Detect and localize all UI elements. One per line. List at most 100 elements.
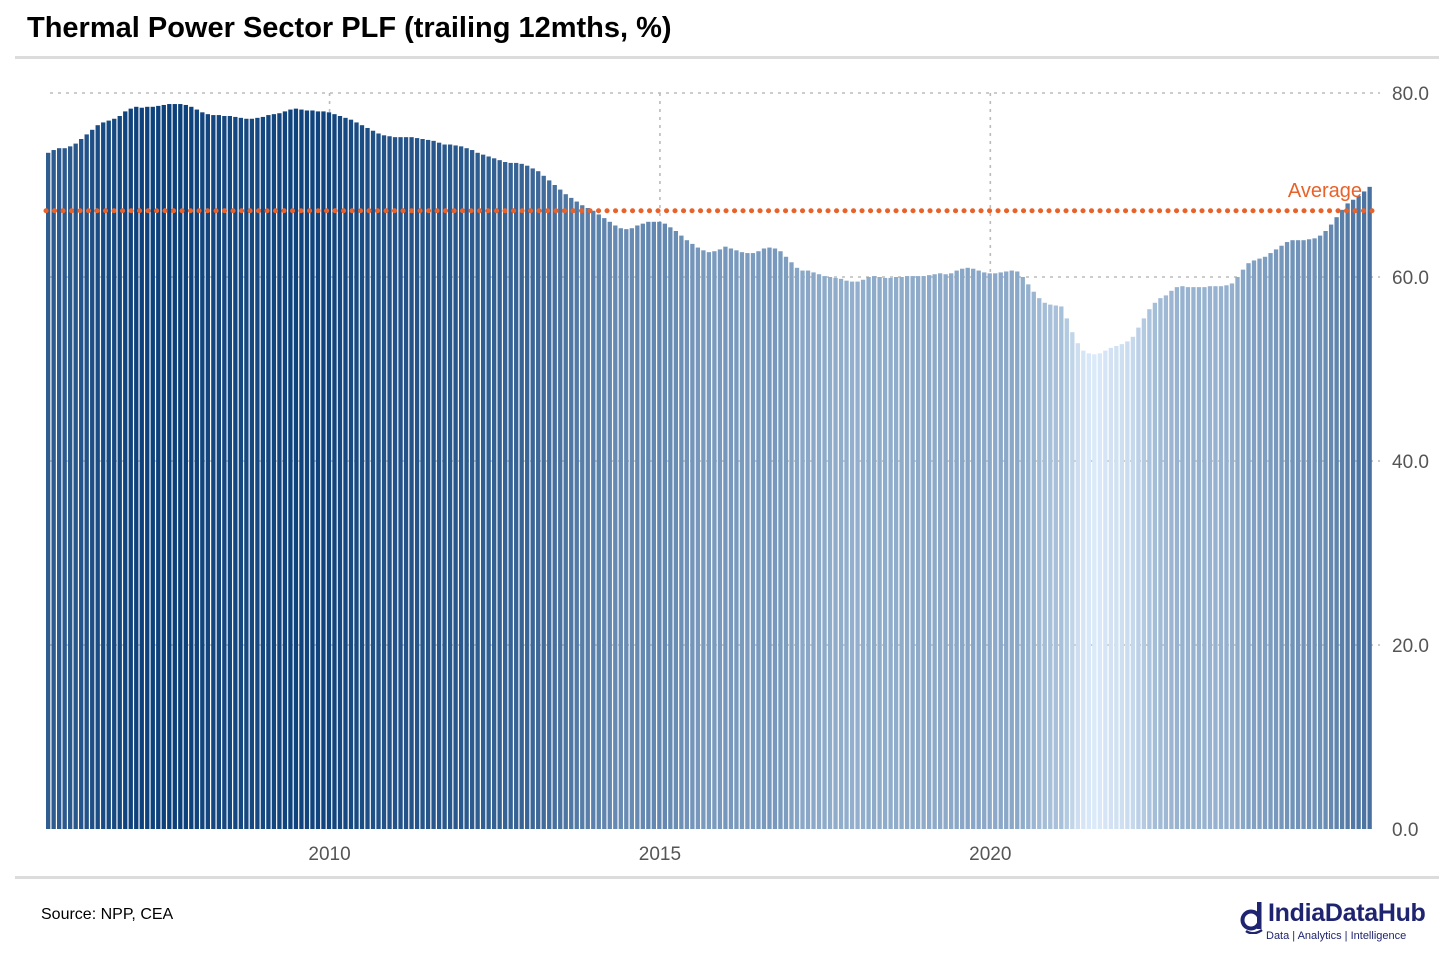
bar-194 xyxy=(1114,346,1119,829)
bar-114 xyxy=(673,231,679,829)
bar-89 xyxy=(536,171,541,829)
bar-3 xyxy=(62,148,67,829)
bar-183 xyxy=(1053,305,1058,829)
bar-137 xyxy=(800,270,805,829)
bar-60 xyxy=(376,133,381,830)
bar-15 xyxy=(128,108,133,829)
bar-113 xyxy=(668,227,673,829)
y-tick-label: 40.0 xyxy=(1392,452,1429,473)
bar-18 xyxy=(145,106,150,830)
bar-172 xyxy=(993,273,998,829)
bar-182 xyxy=(1048,304,1053,830)
bar-79 xyxy=(480,154,486,829)
bar-101 xyxy=(602,218,607,829)
bar-148 xyxy=(860,279,866,829)
bar-104 xyxy=(618,228,623,830)
bar-201 xyxy=(1152,302,1158,829)
bar-197 xyxy=(1130,336,1136,829)
bar-34 xyxy=(233,116,238,830)
bar-222 xyxy=(1268,253,1273,829)
y-tick-label: 20.0 xyxy=(1392,636,1429,657)
bar-220 xyxy=(1257,258,1262,830)
indiadatahub-logo: IndiaDataHub Data | Analytics | Intellig… xyxy=(1234,897,1440,945)
bar-240 xyxy=(1367,186,1372,830)
bar-215 xyxy=(1229,283,1235,829)
bar-107 xyxy=(635,225,640,830)
logo-d-icon xyxy=(1240,902,1263,934)
bar-203 xyxy=(1163,295,1169,829)
bar-32 xyxy=(222,116,227,829)
bar-29 xyxy=(205,114,210,829)
bar-67 xyxy=(414,138,420,829)
bar-39 xyxy=(260,116,266,830)
bar-169 xyxy=(976,270,981,829)
bar-19 xyxy=(150,106,155,830)
bar-139 xyxy=(811,272,816,829)
bar-151 xyxy=(877,277,882,829)
bar-150 xyxy=(871,276,877,830)
bar-153 xyxy=(888,277,893,829)
bar-163 xyxy=(943,274,948,829)
top-divider xyxy=(15,56,1439,59)
bar-160 xyxy=(927,275,932,829)
bar-33 xyxy=(227,116,233,829)
bar-230 xyxy=(1312,238,1317,830)
bar-36 xyxy=(244,118,249,829)
bar-115 xyxy=(679,235,684,830)
bars-layer xyxy=(46,104,1372,830)
bar-133 xyxy=(778,251,783,830)
bar-233 xyxy=(1328,224,1334,829)
bar-165 xyxy=(954,270,959,829)
bar-25 xyxy=(183,104,188,829)
bar-48 xyxy=(310,110,315,830)
bar-16 xyxy=(134,106,139,830)
bar-155 xyxy=(899,277,904,829)
bar-1 xyxy=(51,150,56,830)
bar-7 xyxy=(84,134,89,829)
bar-221 xyxy=(1262,256,1268,829)
bar-175 xyxy=(1009,270,1014,829)
bar-147 xyxy=(855,281,860,830)
bar-191 xyxy=(1097,353,1102,829)
bar-49 xyxy=(315,111,321,829)
bar-9 xyxy=(95,125,100,829)
bar-108 xyxy=(640,223,645,829)
bar-130 xyxy=(761,248,767,830)
bar-144 xyxy=(838,278,844,830)
bar-118 xyxy=(695,247,701,829)
bar-83 xyxy=(503,162,508,829)
bar-46 xyxy=(299,109,304,829)
bar-119 xyxy=(701,250,706,829)
bar-159 xyxy=(921,276,926,830)
bar-11 xyxy=(106,120,111,830)
bar-152 xyxy=(882,277,888,829)
bar-231 xyxy=(1317,235,1323,830)
bar-61 xyxy=(381,135,387,829)
bar-40 xyxy=(266,115,271,829)
bar-5 xyxy=(73,143,78,830)
bar-23 xyxy=(172,104,177,830)
bar-189 xyxy=(1086,353,1091,829)
bar-205 xyxy=(1174,287,1180,829)
bar-213 xyxy=(1218,286,1224,829)
bar-82 xyxy=(497,160,502,829)
bar-135 xyxy=(789,262,794,829)
bar-161 xyxy=(932,274,937,829)
bar-59 xyxy=(370,130,376,830)
bar-73 xyxy=(447,144,453,829)
bar-223 xyxy=(1273,249,1279,829)
bar-69 xyxy=(425,139,431,830)
bar-140 xyxy=(816,274,822,829)
bar-22 xyxy=(167,104,172,830)
bar-65 xyxy=(403,137,409,829)
bar-235 xyxy=(1339,209,1345,830)
bar-214 xyxy=(1224,285,1229,829)
bar-141 xyxy=(822,276,827,830)
bar-208 xyxy=(1191,287,1196,829)
bar-177 xyxy=(1020,277,1025,829)
plf-bar-chart: Average 80.0 60.0 40.0 20.0 0.0 2010 2015 2020 xyxy=(43,84,1429,865)
bar-126 xyxy=(739,252,745,829)
bar-158 xyxy=(915,276,921,830)
bar-168 xyxy=(971,268,976,830)
bar-99 xyxy=(591,210,596,829)
